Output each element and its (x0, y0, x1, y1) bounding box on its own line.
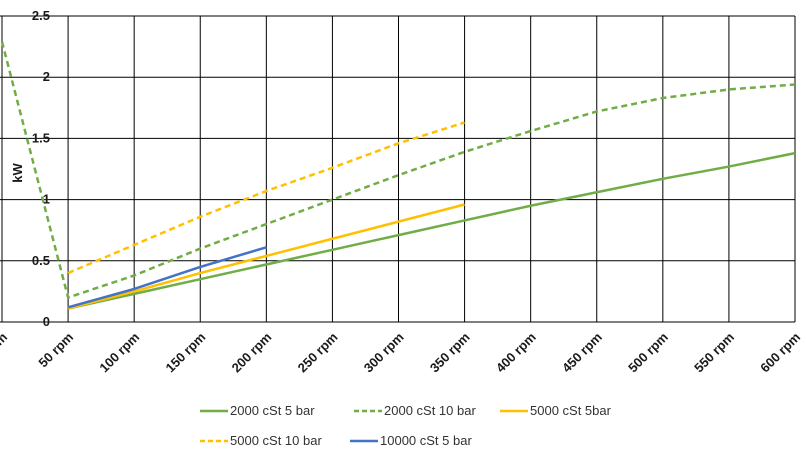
y-tick-label: 2.5 (32, 8, 50, 23)
plot-grid (0, 15, 796, 323)
series-line (67, 151, 796, 310)
series-line (0, 41, 796, 299)
legend: 2000 cSt 5 bar 2000 cSt 10 bar 5000 cSt 5b… (200, 403, 612, 448)
legend-label: 5000 cSt 5bar (530, 403, 612, 418)
x-tick-label: 300 rpm (361, 330, 407, 376)
legend-label: 2000 cSt 5 bar (230, 403, 315, 418)
legend-label: 2000 cSt 10 bar (384, 403, 476, 418)
x-tick-label: 150 rpm (162, 330, 208, 376)
x-tick-label: 500 rpm (625, 330, 671, 376)
y-tick-label: 0 (43, 314, 50, 329)
series-line (67, 121, 465, 275)
legend-label: 10000 cSt 5 bar (380, 433, 472, 448)
x-tick-label: 600 rpm (757, 330, 803, 376)
x-tick-label: 550 rpm (691, 330, 737, 376)
x-tick-label: 250 rpm (295, 330, 341, 376)
x-tick-label: 100 rpm (96, 330, 142, 376)
plot-series (0, 41, 796, 310)
y-tick-label: 1.5 (32, 130, 50, 145)
series-line (67, 246, 267, 309)
x-tick-label: 0 rpm (0, 330, 10, 366)
x-tick-label: 450 rpm (559, 330, 605, 376)
x-tick-label: 50 rpm (35, 330, 76, 371)
y-tick-label: 0.5 (32, 253, 50, 268)
x-tick-label: 400 rpm (493, 330, 539, 376)
series-line (67, 203, 465, 310)
y-tick-label: 1 (43, 192, 50, 207)
y-axis-ticks: 0 0.5 1 1.5 2 2.5 (32, 8, 50, 329)
y-axis-label: kW (10, 163, 25, 183)
y-tick-label: 2 (43, 69, 50, 84)
legend-label: 5000 cSt 10 bar (230, 433, 322, 448)
x-tick-label: 350 rpm (427, 330, 473, 376)
x-tick-label: 200 rpm (229, 330, 275, 376)
x-axis-ticks: 0 rpm 50 rpm 100 rpm 150 rpm 200 rpm 250 rpm 3… (0, 330, 803, 376)
